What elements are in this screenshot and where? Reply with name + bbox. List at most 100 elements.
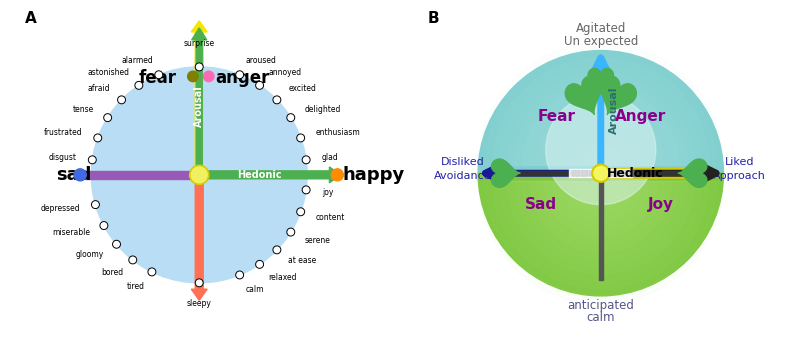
Circle shape [129, 256, 137, 264]
FancyArrow shape [191, 178, 207, 300]
Circle shape [203, 71, 214, 82]
Text: bored: bored [101, 268, 123, 277]
Circle shape [195, 279, 203, 287]
FancyArrow shape [85, 171, 199, 179]
Polygon shape [588, 68, 614, 94]
Text: sad: sad [56, 166, 92, 184]
Text: fear: fear [139, 69, 177, 87]
Text: annoyed: annoyed [269, 68, 302, 77]
Circle shape [256, 81, 263, 89]
Text: content: content [315, 213, 345, 222]
Text: alarmed: alarmed [121, 56, 153, 64]
Circle shape [546, 95, 656, 205]
Polygon shape [491, 159, 520, 187]
Text: Avoidance: Avoidance [434, 171, 491, 181]
Text: happy: happy [342, 166, 404, 184]
Circle shape [104, 114, 112, 122]
Circle shape [94, 134, 102, 142]
Bar [573, 171, 578, 176]
Circle shape [236, 71, 244, 79]
Circle shape [155, 71, 162, 79]
Bar [597, 171, 603, 176]
Circle shape [113, 240, 121, 248]
Bar [605, 171, 611, 176]
Text: Hedonic: Hedonic [607, 167, 664, 180]
Text: calm: calm [246, 285, 264, 294]
Text: Hedonic: Hedonic [238, 170, 282, 180]
Bar [613, 171, 619, 176]
Polygon shape [678, 159, 707, 187]
Circle shape [297, 134, 305, 142]
Text: surprise: surprise [184, 39, 214, 48]
Polygon shape [566, 76, 601, 114]
Text: afraid: afraid [87, 84, 110, 93]
Bar [570, 169, 632, 177]
Text: Sad: Sad [525, 197, 557, 212]
Circle shape [118, 96, 126, 104]
Circle shape [88, 156, 96, 164]
Circle shape [273, 96, 281, 104]
Circle shape [592, 164, 610, 182]
FancyArrow shape [513, 172, 591, 175]
Text: disgust: disgust [49, 153, 77, 162]
Bar [621, 171, 627, 176]
Text: delighted: delighted [304, 105, 341, 114]
Text: calm: calm [586, 311, 615, 325]
Circle shape [256, 261, 263, 268]
Bar [629, 171, 635, 176]
Text: Disliked: Disliked [441, 157, 484, 167]
FancyArrow shape [191, 21, 207, 181]
Text: B: B [428, 11, 439, 26]
Text: Anger: Anger [614, 109, 666, 124]
Text: aroused: aroused [246, 56, 277, 64]
Wedge shape [478, 173, 723, 296]
FancyArrow shape [599, 175, 602, 280]
Text: Fear: Fear [538, 109, 576, 124]
Text: gloomy: gloomy [76, 250, 104, 259]
FancyArrow shape [610, 172, 692, 175]
Circle shape [331, 169, 343, 181]
Bar [589, 171, 595, 176]
Circle shape [91, 201, 99, 209]
Text: anger: anger [215, 69, 270, 87]
Text: Arousal: Arousal [609, 87, 618, 134]
Circle shape [91, 67, 307, 283]
Circle shape [287, 114, 294, 122]
Circle shape [195, 63, 203, 71]
Circle shape [135, 81, 143, 89]
Text: Liked: Liked [725, 157, 754, 167]
Circle shape [188, 71, 198, 82]
Text: Joy: Joy [647, 197, 674, 212]
Text: relaxed: relaxed [269, 273, 297, 282]
Circle shape [190, 165, 209, 184]
Text: Arousal: Arousal [194, 86, 204, 127]
Circle shape [74, 169, 86, 181]
Circle shape [287, 228, 294, 236]
Bar [581, 171, 587, 176]
Text: astonished: astonished [88, 68, 130, 77]
Text: sleepy: sleepy [186, 299, 212, 308]
Text: frustrated: frustrated [44, 128, 83, 137]
Text: Approach: Approach [713, 171, 766, 181]
Circle shape [148, 268, 156, 276]
Circle shape [100, 221, 108, 229]
Polygon shape [601, 76, 636, 114]
Text: A: A [25, 11, 36, 26]
Text: excited: excited [288, 84, 316, 93]
Text: Agitated: Agitated [575, 22, 626, 35]
Circle shape [273, 246, 281, 254]
Text: Un expected: Un expected [563, 35, 638, 48]
Text: tense: tense [73, 105, 94, 114]
Text: miserable: miserable [52, 228, 90, 238]
Text: depressed: depressed [41, 205, 80, 213]
Text: glad: glad [322, 153, 338, 162]
Wedge shape [478, 51, 723, 173]
Text: at ease: at ease [288, 256, 317, 265]
FancyArrow shape [199, 167, 341, 183]
Circle shape [297, 208, 305, 216]
Circle shape [236, 271, 244, 279]
Circle shape [302, 156, 310, 164]
Circle shape [302, 186, 310, 194]
FancyArrow shape [192, 28, 206, 170]
Text: joy: joy [322, 188, 334, 196]
